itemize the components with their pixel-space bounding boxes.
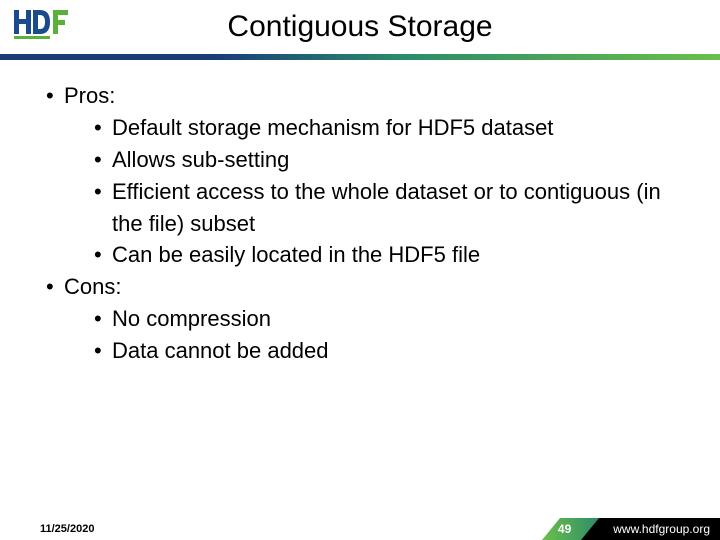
slide-footer: 11/25/2020 49 www.hdfgroup.org <box>0 518 720 540</box>
list-item: •Efficient access to the whole dataset o… <box>40 176 680 240</box>
footer-right: 49 www.hdfgroup.org <box>548 518 720 540</box>
slide-header: Contiguous Storage <box>0 0 720 54</box>
list-item: •Data cannot be added <box>40 335 680 367</box>
slide-content: •Pros: •Default storage mechanism for HD… <box>0 60 720 367</box>
list-item: •No compression <box>40 303 680 335</box>
cons-label: Cons: <box>64 274 121 299</box>
footer-url: www.hdfgroup.org <box>599 518 720 540</box>
hdf-logo <box>12 6 72 44</box>
list-item: •Allows sub-setting <box>40 144 680 176</box>
footer-date: 11/25/2020 <box>40 523 94 535</box>
list-item: •Default storage mechanism for HDF5 data… <box>40 112 680 144</box>
footer-divider-shape <box>581 518 599 540</box>
list-item: •Can be easily located in the HDF5 file <box>40 239 680 271</box>
slide-title: Contiguous Storage <box>0 10 720 44</box>
page-number: 49 <box>548 522 581 536</box>
pros-heading: •Pros: <box>40 80 680 112</box>
pros-label: Pros: <box>64 83 115 108</box>
cons-heading: •Cons: <box>40 271 680 303</box>
